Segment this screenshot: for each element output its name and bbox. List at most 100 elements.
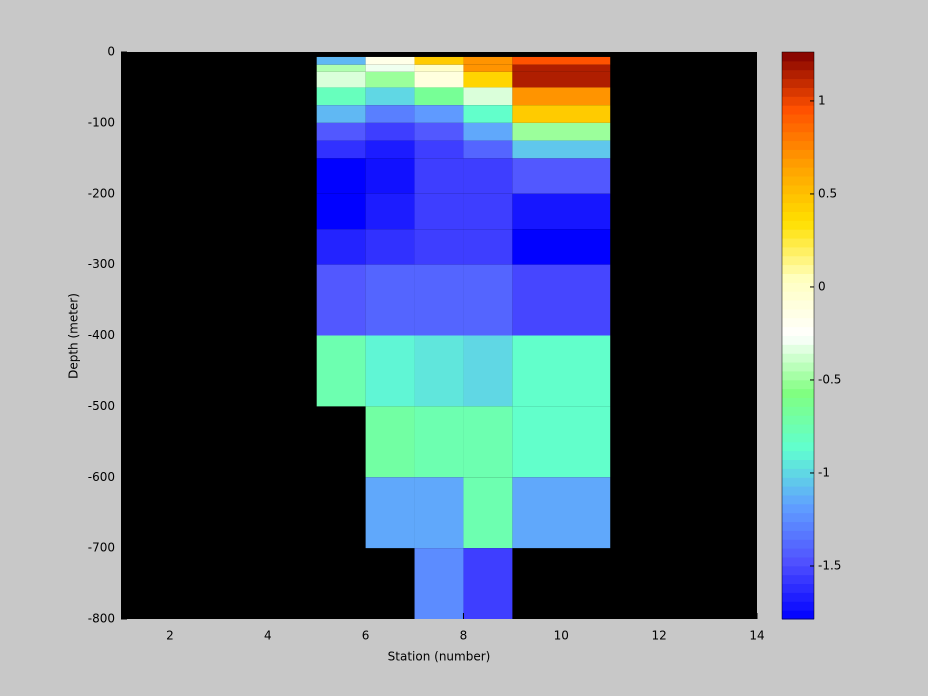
colorbar-tick-label: 0.5 <box>818 186 837 200</box>
heatmap-cell <box>414 406 464 478</box>
colorbar-swatch <box>782 220 814 230</box>
colorbar-swatch <box>782 291 814 301</box>
heatmap-cell <box>316 87 366 106</box>
colorbar-swatch <box>782 574 814 585</box>
colorbar-swatch <box>782 512 814 523</box>
colorbar-swatch <box>782 565 814 576</box>
x-tick-label: 8 <box>460 629 468 643</box>
heatmap-cell <box>365 406 415 478</box>
colorbar-swatch <box>782 468 814 478</box>
heatmap-cell <box>414 71 464 88</box>
heatmap-cell <box>414 335 464 407</box>
colorbar-swatch <box>782 140 814 150</box>
colorbar-swatch <box>782 193 814 204</box>
colorbar-swatch <box>782 122 814 133</box>
y-tick-label: -800 <box>88 612 115 626</box>
x-axis-label: Station (number) <box>388 650 491 664</box>
colorbar-swatch <box>782 406 814 416</box>
y-tick-label: -100 <box>88 115 115 129</box>
colorbar-swatch <box>782 131 814 142</box>
heatmap-cell <box>414 105 464 123</box>
heatmap-cell <box>512 122 611 141</box>
colorbar-swatch <box>782 494 814 505</box>
heatmap-cell <box>512 158 611 194</box>
colorbar-swatch <box>782 610 814 620</box>
colorbar-swatch <box>782 308 814 319</box>
heatmap-cell <box>365 64 415 72</box>
colorbar-swatch <box>782 114 814 124</box>
heatmap-cell <box>414 477 464 549</box>
heatmap-cell <box>463 264 513 336</box>
colorbar-swatch <box>782 530 814 540</box>
heatmap-cell <box>316 193 366 230</box>
colorbar-tick-label: 1 <box>818 93 826 107</box>
colorbar-swatch <box>782 583 814 593</box>
heatmap-cell <box>316 71 366 88</box>
y-tick-label: -400 <box>88 328 115 342</box>
heatmap-cell <box>463 158 513 194</box>
colorbar-swatch <box>782 202 814 212</box>
x-tick-label: 14 <box>749 629 764 643</box>
heatmap-cell <box>512 64 611 72</box>
heatmap-cell <box>512 335 611 407</box>
heatmap-cell <box>512 477 611 549</box>
colorbar-swatch <box>782 273 814 283</box>
heatmap-cell <box>365 264 415 336</box>
x-tick-label: 2 <box>166 629 174 643</box>
colorbar-swatch <box>782 441 814 452</box>
heatmap-cell <box>512 71 611 88</box>
heatmap-cell <box>316 64 366 72</box>
colorbar-swatch <box>782 379 814 390</box>
colorbar-swatch <box>782 335 814 345</box>
colorbar-swatch <box>782 105 814 115</box>
colorbar-swatch <box>782 362 814 372</box>
heatmap-cell <box>316 264 366 336</box>
heatmap-cell <box>316 158 366 194</box>
heatmap-cell <box>365 477 415 549</box>
colorbar-swatch <box>782 282 814 292</box>
heatmap-cell <box>512 140 611 159</box>
y-tick-label: -300 <box>88 257 115 271</box>
colorbar-swatch <box>782 415 814 425</box>
heatmap-cell <box>512 406 611 478</box>
heatmap-cell <box>463 193 513 230</box>
heatmap-cell <box>414 548 464 619</box>
y-tick-label: -200 <box>88 186 115 200</box>
heatmap-cell <box>414 264 464 336</box>
heatmap-cell <box>463 140 513 159</box>
heatmap-cell <box>463 64 513 72</box>
y-tick-label: -600 <box>88 470 115 484</box>
colorbar-swatch <box>782 450 814 461</box>
x-tick-label: 10 <box>554 629 569 643</box>
x-tick-label: 6 <box>362 629 370 643</box>
heatmap-cell <box>463 87 513 106</box>
heatmap-cell <box>463 122 513 141</box>
y-tick-label: -700 <box>88 541 115 555</box>
colorbar-swatch <box>782 424 814 434</box>
heatmap-cell <box>365 193 415 230</box>
heatmap-cell <box>316 105 366 123</box>
heatmap-cell <box>463 71 513 88</box>
heatmap-cell <box>463 335 513 407</box>
heatmap-cell <box>414 229 464 265</box>
colorbar-tick-label: -1 <box>818 465 830 479</box>
heatmap-cell <box>365 158 415 194</box>
heatmap-cell <box>365 87 415 106</box>
heatmap-cell <box>316 140 366 159</box>
colorbar-swatch <box>782 326 814 336</box>
heatmap-cell <box>365 229 415 265</box>
heatmap-cell <box>365 140 415 159</box>
colorbar-swatch <box>782 592 814 602</box>
colorbar-swatch <box>782 486 814 496</box>
colorbar-swatch <box>782 176 814 186</box>
colorbar-swatch <box>782 459 814 469</box>
colorbar-swatch <box>782 255 814 266</box>
colorbar-swatch <box>782 477 814 487</box>
colorbar-swatch <box>782 184 814 195</box>
heatmap-cell <box>365 71 415 88</box>
colorbar-swatch <box>782 264 814 274</box>
heatmap-cell <box>414 56 464 65</box>
colorbar-swatch <box>782 432 814 443</box>
colorbar-tick-label: -0.5 <box>818 372 841 386</box>
